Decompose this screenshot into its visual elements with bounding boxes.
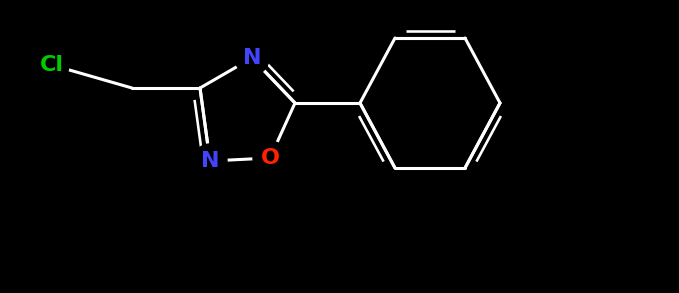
Circle shape (193, 144, 227, 178)
Text: Cl: Cl (40, 55, 64, 75)
Text: N: N (201, 151, 219, 171)
Text: O: O (261, 148, 280, 168)
Circle shape (35, 48, 69, 82)
Text: N: N (243, 48, 261, 68)
Circle shape (235, 41, 269, 75)
Circle shape (253, 141, 287, 175)
